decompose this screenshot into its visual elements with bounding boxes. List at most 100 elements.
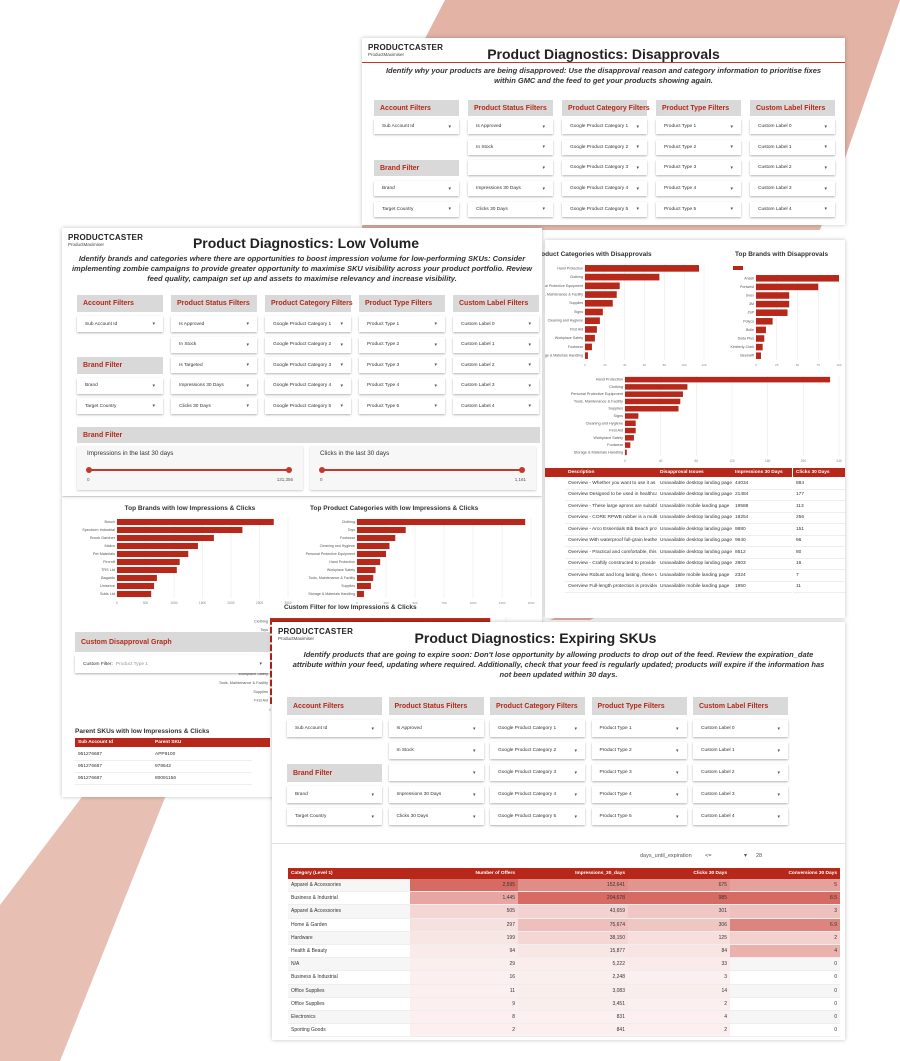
filter-header: Custom Label Filters bbox=[453, 295, 539, 312]
bar bbox=[625, 405, 679, 412]
filter-dropdown[interactable]: Custom Label 3 bbox=[453, 377, 539, 394]
filter-dropdown[interactable]: Sub Account Id bbox=[287, 720, 382, 737]
filter-dropdown[interactable]: Brand bbox=[374, 181, 459, 197]
filter-dropdown[interactable]: Product Type 5 bbox=[591, 808, 687, 825]
filter-dropdown[interactable]: Custom Label 4 bbox=[453, 398, 539, 414]
filter-dropdown[interactable]: Google Product Category 5 bbox=[562, 201, 647, 217]
filter-dropdown[interactable]: Custom Label 3 bbox=[693, 786, 788, 803]
filter-dropdown[interactable]: Custom Label 3 bbox=[750, 181, 835, 197]
filter-dropdown[interactable]: In Stock bbox=[171, 336, 257, 353]
slider-card: Impressions in the last 30 days 0 131,356 bbox=[77, 446, 303, 490]
filter-dropdown[interactable]: Custom Label 0 bbox=[693, 720, 788, 737]
slider-handle[interactable] bbox=[519, 466, 525, 473]
filter-dropdown[interactable]: Product Type 4 bbox=[359, 377, 445, 394]
filter-dropdown[interactable]: Product Type 3 bbox=[591, 764, 687, 781]
table-cell: 43,659 bbox=[518, 905, 628, 919]
filter-dropdown[interactable]: Google Product Category 4 bbox=[562, 181, 647, 197]
slider-handle[interactable] bbox=[286, 466, 292, 473]
filter-dropdown[interactable]: Google Product Category 2 bbox=[562, 139, 647, 155]
filter-dropdown[interactable]: Google Product Category 5 bbox=[265, 398, 351, 414]
filter-dropdown[interactable]: Product Type 4 bbox=[656, 181, 741, 197]
slider-handle[interactable] bbox=[319, 466, 325, 473]
table-cell: 2324 bbox=[732, 570, 792, 582]
filter-dropdown[interactable]: Google Product Category 1 bbox=[490, 720, 585, 737]
filter-dropdown[interactable]: Product Type 1 bbox=[656, 119, 741, 134]
filter-dropdown[interactable]: Product Type 5 bbox=[656, 201, 741, 217]
bar bbox=[117, 582, 155, 590]
slider-track[interactable] bbox=[322, 469, 522, 471]
table-cell: Unavailable desktop landing page bbox=[657, 513, 732, 524]
filter-dropdown[interactable]: Target Country bbox=[287, 808, 382, 825]
filter-dropdown[interactable]: Google Product Category 4 bbox=[490, 786, 585, 803]
filter-dropdown[interactable]: Brand bbox=[77, 377, 163, 394]
x-tick-label: 1000 bbox=[470, 601, 477, 605]
table-cell: 3 bbox=[730, 905, 840, 919]
filter-dropdown[interactable]: Is Approved bbox=[468, 119, 553, 134]
filter-dropdown[interactable]: Is Approved bbox=[388, 720, 484, 737]
filter-dropdown[interactable]: Google Product Category 3 bbox=[490, 764, 585, 781]
filter-dropdown[interactable] bbox=[388, 764, 484, 781]
filter-dropdown[interactable]: Custom Label 1 bbox=[693, 742, 788, 759]
filter-dropdown[interactable]: Sub Account Id bbox=[374, 119, 459, 134]
filter-dropdown[interactable]: Custom Label 2 bbox=[693, 764, 788, 781]
x-tick-label: 0 bbox=[116, 601, 118, 605]
expiry-caret[interactable]: ▾ bbox=[744, 853, 748, 859]
filter-dropdown[interactable]: Product Type 1 bbox=[359, 316, 445, 332]
filter-dropdown[interactable]: Product Type 2 bbox=[656, 139, 741, 155]
y-tick-label: Storage & Materials Handling bbox=[545, 354, 583, 358]
filter-dropdown[interactable]: In Stock bbox=[468, 139, 553, 155]
filter-dropdown[interactable]: Brand bbox=[287, 786, 382, 803]
filter-dropdown[interactable]: Product Type 1 bbox=[591, 720, 687, 737]
table-cell: Apparel & Accessories bbox=[288, 879, 410, 893]
filter-dropdown[interactable]: Google Product Category 2 bbox=[265, 336, 351, 353]
filter-dropdown[interactable]: Target Country bbox=[374, 201, 459, 217]
table-cell: Unavailable desktop landing page bbox=[657, 490, 732, 501]
table-cell: 80091156 bbox=[152, 773, 252, 785]
table-cell: 3,451 bbox=[518, 997, 628, 1011]
filter-dropdown[interactable]: Custom Label 2 bbox=[453, 357, 539, 373]
x-tick-label: 250 bbox=[383, 601, 388, 605]
filter-dropdown[interactable]: Product Type 3 bbox=[656, 160, 741, 176]
x-tick-label: 80 bbox=[663, 363, 667, 367]
filter-dropdown[interactable]: Impressions 30 Days bbox=[388, 786, 484, 803]
filter-dropdown[interactable]: Clicks 30 Days bbox=[388, 808, 484, 825]
filter-dropdown[interactable]: Product Type 3 bbox=[359, 357, 445, 373]
slider-handle[interactable] bbox=[86, 466, 92, 473]
filter-dropdown[interactable]: Impressions 30 Days bbox=[468, 181, 553, 197]
slider-track[interactable] bbox=[89, 469, 289, 471]
filter-dropdown[interactable]: Custom Label 4 bbox=[693, 808, 788, 825]
filter-dropdown[interactable]: Google Product Category 1 bbox=[265, 316, 351, 332]
filter-dropdown[interactable]: Impressions 30 Days bbox=[171, 377, 257, 394]
filter-dropdown[interactable]: Product Type 5 bbox=[359, 398, 445, 414]
filter-dropdown[interactable]: Product Type 2 bbox=[591, 742, 687, 759]
filter-dropdown[interactable]: Google Product Category 3 bbox=[265, 357, 351, 373]
filter-dropdown[interactable]: Google Product Category 2 bbox=[490, 742, 585, 759]
filter-dropdown[interactable]: Google Product Category 4 bbox=[265, 377, 351, 394]
table-cell: 29 bbox=[410, 958, 518, 972]
filter-dropdown[interactable]: Custom Label 0 bbox=[453, 316, 539, 332]
filter-dropdown[interactable]: Custom Label 1 bbox=[750, 139, 835, 155]
filter-dropdown[interactable]: Custom Label 0 bbox=[750, 119, 835, 134]
custom-filter-dropdown[interactable]: Custom Filter: Product Type 1 bbox=[75, 655, 270, 673]
filter-dropdown[interactable]: In Stock bbox=[388, 742, 484, 759]
filter-dropdown[interactable]: Is Approved bbox=[171, 316, 257, 332]
table-cell: 125 bbox=[628, 931, 730, 945]
filter-dropdown[interactable]: Product Type 2 bbox=[359, 336, 445, 353]
filter-dropdown[interactable]: Is Targeted bbox=[171, 357, 257, 373]
filter-dropdown[interactable]: Sub Account Id bbox=[77, 316, 163, 332]
y-tick-label: First Aid bbox=[570, 327, 583, 331]
filter-dropdown[interactable]: Custom Label 2 bbox=[750, 160, 835, 176]
filter-dropdown[interactable]: Target Country bbox=[77, 398, 163, 414]
filter-dropdown[interactable] bbox=[468, 160, 553, 176]
filter-dropdown[interactable]: Google Product Category 3 bbox=[562, 160, 647, 176]
filter-dropdown[interactable]: Clicks 30 Days bbox=[171, 398, 257, 414]
filter-dropdown[interactable]: Google Product Category 1 bbox=[562, 119, 647, 134]
bar bbox=[585, 308, 603, 316]
table-cell: 951276687 bbox=[75, 749, 155, 761]
filter-dropdown[interactable]: Clicks 30 Days bbox=[468, 201, 553, 217]
filter-dropdown[interactable]: Custom Label 1 bbox=[453, 336, 539, 353]
table-cell: 0 bbox=[730, 958, 840, 972]
filter-dropdown[interactable]: Custom Label 4 bbox=[750, 201, 835, 217]
filter-dropdown[interactable]: Google Product Category 5 bbox=[490, 808, 585, 825]
filter-dropdown[interactable]: Product Type 4 bbox=[591, 786, 687, 803]
